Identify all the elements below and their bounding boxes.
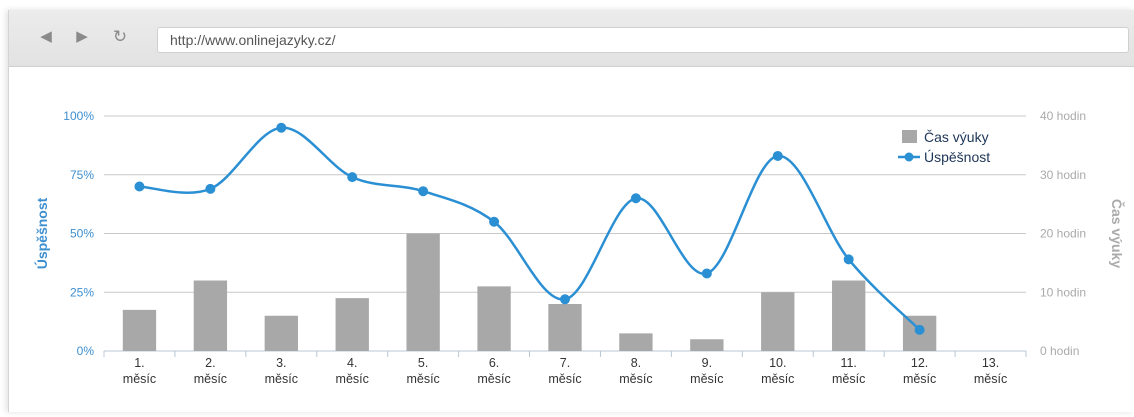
x-tick-label: měsíc [832,372,865,386]
bar[interactable] [690,339,724,351]
data-point[interactable] [914,324,925,335]
bar[interactable] [477,286,511,351]
x-tick-label: měsíc [265,372,298,386]
y-left-tick-label: 75% [70,168,94,182]
x-tick-label: měsíc [619,372,652,386]
x-tick-label: 11. [840,356,856,370]
data-point[interactable] [489,216,500,227]
y-left-tick-label: 50% [70,227,94,241]
y-left-tick-label: 25% [70,285,94,299]
x-tick-label: měsíc [974,372,1007,386]
x-tick-label: měsíc [194,372,227,386]
x-tick-label: 2. [205,356,215,370]
x-tick-label: 5. [418,356,428,370]
bar[interactable] [761,292,795,351]
x-tick-label: měsíc [123,372,156,386]
x-tick-label: 13. [982,356,999,370]
browser-toolbar: ◀ ▶ ↻ http://www.onlinejazyky.cz/ [9,10,1134,67]
x-tick-label: měsíc [690,372,723,386]
x-tick-label: 3. [276,356,286,370]
y-right-tick-label: 0 hodin [1040,344,1079,358]
x-tick-label: 6. [489,356,499,370]
data-point[interactable] [205,183,216,194]
bar[interactable] [264,315,298,351]
legend-marker-uspesnost[interactable] [904,152,914,162]
series-line-uspesnost [139,126,921,331]
data-point[interactable] [418,186,429,197]
x-tick-label: 10. [769,356,786,370]
x-tick-label: 12. [911,356,928,370]
legend-label-uspesnost[interactable]: Úspěšnost [924,149,990,165]
url-text: http://www.onlinejazyky.cz/ [170,32,336,48]
x-tick-label: měsíc [548,372,581,386]
bar[interactable] [406,233,440,352]
data-point[interactable] [772,150,783,161]
bar[interactable] [193,280,228,352]
bar[interactable] [548,304,582,351]
data-point[interactable] [630,193,641,204]
back-arrow-icon[interactable]: ◀ [40,28,52,45]
legend-swatch-cas-vyuky[interactable] [902,130,917,143]
bar[interactable] [335,298,369,351]
data-point[interactable] [560,294,570,305]
y-right-tick-label: 40 hodin [1040,109,1086,123]
forward-arrow-icon[interactable]: ▶ [76,28,88,45]
y-left-tick-label: 0% [77,344,95,358]
x-tick-label: měsíc [477,372,510,386]
data-point[interactable] [134,181,145,192]
data-point[interactable] [347,172,358,183]
y-left-axis-title: Úspěšnost [33,197,50,269]
x-tick-label: měsíc [903,372,936,386]
x-tick-label: 8. [631,356,641,370]
y-right-tick-label: 20 hodin [1040,227,1086,241]
data-point[interactable] [276,122,287,133]
x-tick-label: měsíc [406,372,439,386]
data-point[interactable] [701,268,712,279]
y-right-tick-label: 30 hodin [1040,168,1086,182]
bar[interactable] [832,280,866,352]
bar[interactable] [619,333,653,351]
bar[interactable] [122,309,157,351]
y-right-tick-label: 10 hodin [1040,285,1086,299]
x-tick-label: měsíc [336,372,369,386]
address-bar[interactable]: http://www.onlinejazyky.cz/ [157,27,1129,53]
reload-icon[interactable]: ↻ [112,27,128,46]
x-tick-label: 9. [702,356,712,370]
x-tick-label: 1. [134,356,144,370]
legend-label-cas-vyuky[interactable]: Čas výuky [924,129,989,145]
y-right-axis-title: Čas výuky [1109,199,1126,268]
x-tick-label: měsíc [761,372,794,386]
x-tick-label: 7. [560,356,570,370]
data-point[interactable] [843,254,854,265]
x-tick-label: 4. [347,356,357,370]
y-left-tick-label: 100% [63,109,94,123]
